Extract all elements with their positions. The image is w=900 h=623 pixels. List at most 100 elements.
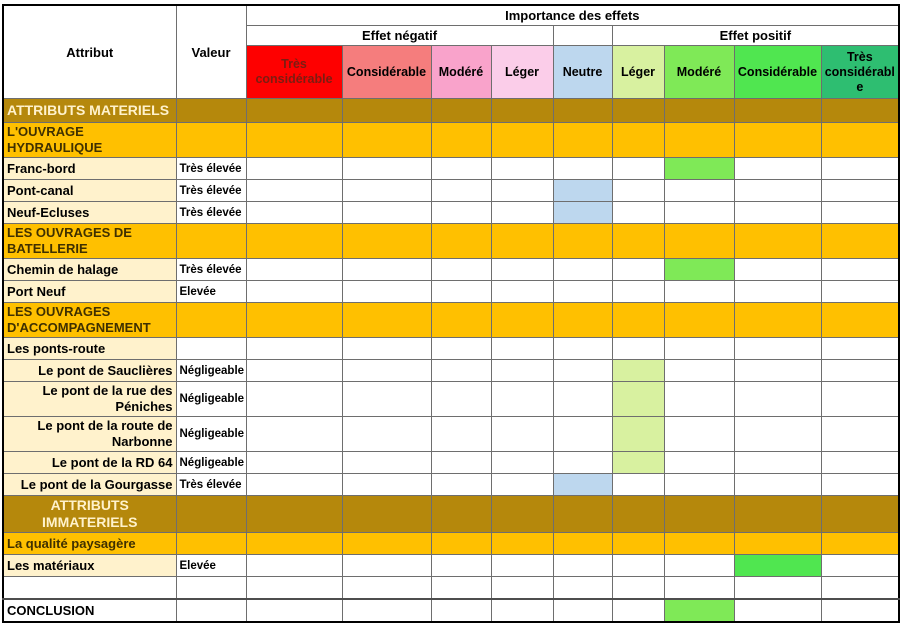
effect-cell (245, 280, 343, 303)
effect-cell (611, 554, 665, 577)
effect-cell (430, 201, 492, 224)
effect-marker-cell (611, 416, 665, 452)
effect-cell (430, 473, 492, 496)
table-row: LES OUVRAGES DE BATELLERIE (2, 223, 900, 259)
effect-cell (490, 554, 554, 577)
value-cell: Très élevée (175, 179, 247, 202)
effect-cell (663, 201, 735, 224)
effect-cell (733, 381, 822, 417)
effect-marker-cell (663, 598, 735, 623)
effect-cell (341, 554, 432, 577)
effect-cell (820, 179, 900, 202)
effect-cell (733, 359, 822, 382)
effect-cell (663, 416, 735, 452)
value-cell: Très élevée (175, 473, 247, 496)
effect-cell (245, 302, 343, 338)
effect-cell (245, 179, 343, 202)
attribute-cell: Le pont de la Gourgasse (2, 473, 177, 496)
effect-marker-cell (663, 157, 735, 180)
attribute-cell: Le pont de Sauclières (2, 359, 177, 382)
effect-marker-cell (552, 201, 613, 224)
effect-cell (820, 576, 900, 600)
attribute-cell: Le pont de la route de Narbonne (2, 416, 177, 452)
value-cell: Négligeable (175, 381, 247, 417)
value-cell: Elevée (175, 554, 247, 577)
effect-cell (552, 416, 613, 452)
effect-cell (611, 495, 665, 533)
effect-col-header-8-positif: Considérable (733, 45, 822, 99)
attribute-cell: ATTRIBUTS IMMATERIELS (2, 495, 177, 533)
attribute-cell: Port Neuf (2, 280, 177, 303)
effect-cell (611, 201, 665, 224)
effect-marker-cell (552, 179, 613, 202)
effect-cell (245, 451, 343, 474)
effect-cell (552, 280, 613, 303)
table-row: Port Neuf Elevée (2, 280, 900, 303)
effect-cell (490, 157, 554, 180)
effect-cell (611, 532, 665, 555)
effect-cell (663, 495, 735, 533)
effect-cell (490, 495, 554, 533)
effect-cell (245, 258, 343, 281)
effect-cell (611, 157, 665, 180)
table-row: Franc-bord Très élevée (2, 157, 900, 180)
effect-cell (490, 337, 554, 360)
effect-cell (820, 473, 900, 496)
effect-cell (552, 302, 613, 338)
effect-cell (611, 258, 665, 281)
effect-cell (663, 451, 735, 474)
effect-cell (611, 473, 665, 496)
effect-cell (341, 179, 432, 202)
value-cell (175, 576, 247, 600)
table-row: L'OUVRAGE HYDRAULIQUE (2, 122, 900, 158)
effect-cell (663, 122, 735, 158)
effect-cell (820, 122, 900, 158)
value-cell (175, 532, 247, 555)
effect-cell (820, 532, 900, 555)
effect-cell (490, 359, 554, 382)
effect-cell (733, 98, 822, 123)
effect-col-header-2-negatif: Considérable (341, 45, 432, 99)
effect-col-header-6-positif: Léger (611, 45, 665, 99)
effect-cell (733, 302, 822, 338)
header-row-effect-levels: Très considérable Considérable Modéré Léger… (3, 45, 900, 99)
effect-cell (611, 122, 665, 158)
effect-cell (820, 416, 900, 452)
effect-cell (611, 337, 665, 360)
effect-cell (552, 157, 613, 180)
effect-cell (430, 554, 492, 577)
table-row: Pont-canal Très élevée (2, 179, 900, 202)
effect-cell (430, 280, 492, 303)
value-cell (175, 122, 247, 158)
effect-cell (663, 473, 735, 496)
effect-cell (552, 495, 613, 533)
effect-cell (490, 201, 554, 224)
header-row-importance: Attribut Valeur Importance des effets (2, 4, 900, 99)
effect-cell (430, 532, 492, 555)
effect-cell (245, 416, 343, 452)
effect-cell (245, 359, 343, 382)
attribute-cell: LES OUVRAGES D'ACCOMPAGNEMENT (2, 302, 177, 338)
effect-cell (490, 223, 554, 259)
value-cell (175, 598, 247, 623)
effect-cell (490, 280, 554, 303)
table-row: Neuf-Ecluses Très élevée (2, 201, 900, 224)
value-cell (175, 98, 247, 123)
effect-marker-cell (663, 258, 735, 281)
attribute-cell: Pont-canal (2, 179, 177, 202)
effect-cell (430, 302, 492, 338)
effect-cell (341, 280, 432, 303)
attribute-cell: Franc-bord (2, 157, 177, 180)
effect-cell (245, 576, 343, 600)
effect-cell (430, 179, 492, 202)
effect-cell (341, 416, 432, 452)
effect-cell (733, 122, 822, 158)
effect-cell (663, 532, 735, 555)
effect-cell (341, 337, 432, 360)
effect-cell (820, 258, 900, 281)
effect-cell (733, 598, 822, 623)
table-row: Le pont de la Gourgasse Très élevée (2, 473, 900, 496)
effect-cell (430, 359, 492, 382)
effect-cell (733, 223, 822, 259)
effect-cell (341, 473, 432, 496)
